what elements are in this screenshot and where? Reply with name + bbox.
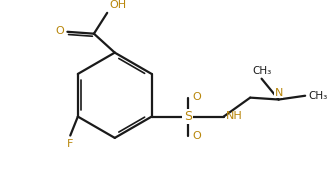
- Text: CH₃: CH₃: [308, 91, 327, 101]
- Text: N: N: [274, 88, 283, 98]
- Text: F: F: [67, 139, 73, 149]
- Text: S: S: [184, 110, 192, 123]
- Text: O: O: [192, 92, 201, 102]
- Text: CH₃: CH₃: [252, 66, 271, 76]
- Text: NH: NH: [226, 111, 242, 121]
- Text: OH: OH: [109, 0, 126, 10]
- Text: O: O: [56, 26, 65, 36]
- Text: O: O: [192, 131, 201, 142]
